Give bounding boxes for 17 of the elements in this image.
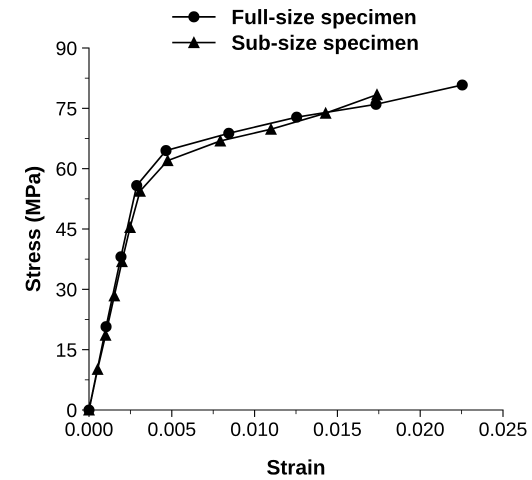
y-tick-label: 75 (56, 102, 76, 116)
y-tick-label: 15 (57, 343, 76, 357)
x-tick-label: 0.000 (65, 422, 113, 436)
y-tick-label: 0 (67, 403, 76, 418)
y-tick-label: 30 (56, 282, 76, 297)
x-tick-label: 0.025 (479, 422, 527, 436)
y-tick-label: 60 (56, 162, 76, 176)
x-tick-label: 0.010 (231, 422, 278, 436)
y-axis-title: Stress (MPa) (25, 166, 44, 292)
x-tick-label: 0.020 (396, 422, 444, 436)
legend-label: Full-size specimen (232, 9, 416, 28)
x-axis-title: Strain (267, 459, 324, 475)
y-tick-label: 45 (56, 222, 76, 236)
y-tick-label: 90 (56, 41, 76, 56)
x-tick-label: 0.005 (148, 422, 196, 436)
x-tick-label: 0.015 (314, 422, 361, 436)
legend-label: Sub-size specimen (232, 34, 418, 54)
